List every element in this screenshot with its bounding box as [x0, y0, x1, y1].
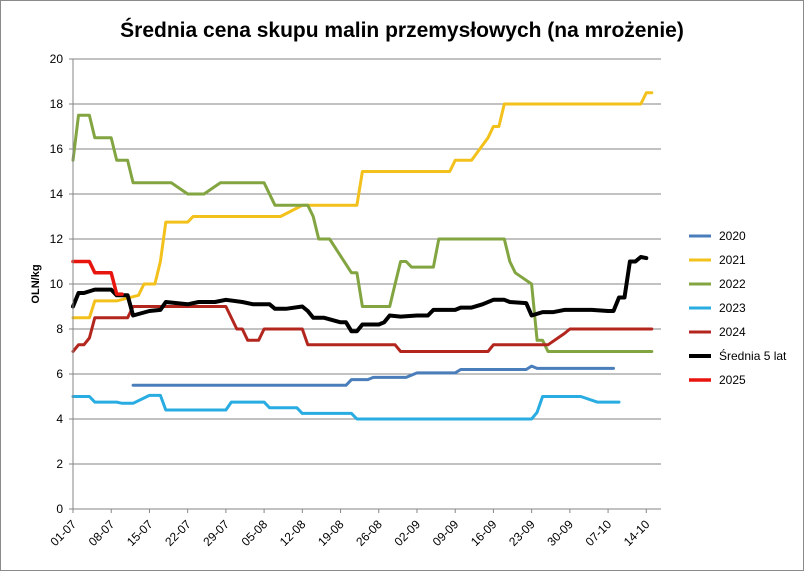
series-line-2022 [71, 113, 654, 353]
y-axis-label: OLN/kg [30, 264, 42, 303]
y-tick-label: 18 [50, 97, 64, 111]
x-tick-label: 07-10 [583, 517, 615, 549]
legend-label: 2022 [719, 277, 746, 291]
x-tick-label: 08-07 [86, 517, 118, 549]
x-tick-label: 14-10 [621, 517, 653, 549]
y-tick-label: 0 [56, 502, 63, 516]
x-tick-label: 23-09 [506, 517, 538, 549]
y-tick-label: 10 [50, 277, 64, 291]
chart-title: Średnia cena skupu malin przemysłowych (… [120, 18, 684, 42]
x-axis-ticks: 01-07 08-07 15-07 22-07 29-07 05-08 12-08 19-08… [48, 509, 653, 549]
x-tick-label: 15-07 [124, 517, 156, 549]
x-tick-label: 02-09 [391, 517, 423, 549]
y-tick-label: 4 [56, 412, 63, 426]
series-line--rednia-5-lat [71, 255, 649, 334]
legend-label: 2024 [719, 325, 746, 339]
series-lines [71, 91, 654, 421]
x-tick-label: 12-08 [277, 517, 309, 549]
x-tick-label: 26-08 [353, 517, 385, 549]
y-tick-label: 12 [50, 232, 64, 246]
y-axis-ticks: 0 2 4 6 8 10 12 14 16 18 20 [50, 52, 73, 516]
y-tick-label: 8 [56, 322, 63, 336]
x-tick-label: 05-08 [239, 517, 271, 549]
y-tick-label: 20 [50, 52, 64, 66]
x-tick-label: 09-09 [430, 517, 462, 549]
x-tick-label: 30-09 [544, 517, 576, 549]
x-tick-label: 29-07 [200, 517, 232, 549]
y-tick-label: 16 [50, 142, 64, 156]
y-tick-label: 2 [56, 457, 63, 471]
x-tick-label: 16-09 [468, 517, 500, 549]
legend-label: 2025 [719, 373, 746, 387]
legend-label: Średnia 5 lat [719, 348, 787, 363]
x-tick-label: 22-07 [162, 517, 194, 549]
series-line-2023 [71, 393, 621, 421]
x-tick-label: 19-08 [315, 517, 347, 549]
legend-label: 2023 [719, 301, 746, 315]
series-line-2025 [71, 259, 124, 296]
legend: 2020 2021 2022 2023 2024 Średnia 5 lat 2025 [689, 229, 787, 387]
y-tick-label: 6 [56, 367, 63, 381]
x-tick-label: 01-07 [48, 517, 80, 549]
series-line-2024 [71, 305, 654, 353]
y-tick-label: 14 [50, 187, 64, 201]
legend-label: 2021 [719, 253, 746, 267]
series-line-2020 [131, 364, 615, 387]
legend-label: 2020 [719, 229, 746, 243]
